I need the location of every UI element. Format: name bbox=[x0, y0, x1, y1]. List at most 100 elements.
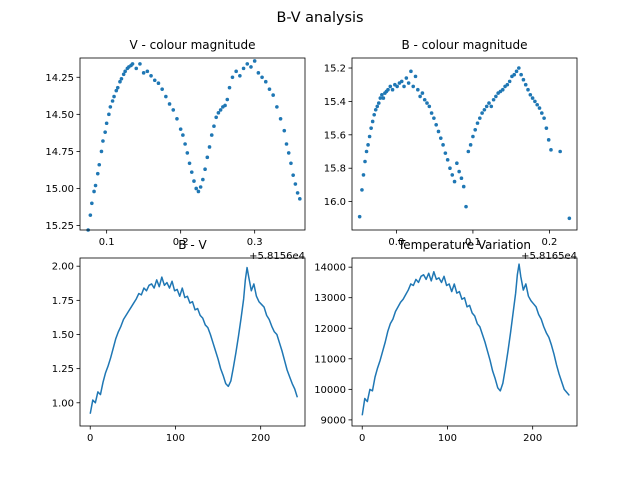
p1-point bbox=[450, 173, 455, 177]
p0-point bbox=[241, 66, 246, 71]
p1-point bbox=[364, 149, 369, 154]
p0-point bbox=[284, 142, 289, 146]
p0-point bbox=[196, 189, 201, 194]
p0-point bbox=[114, 88, 119, 93]
p0-point bbox=[171, 108, 176, 112]
p1-point bbox=[369, 126, 373, 130]
p1-point bbox=[473, 128, 478, 132]
p2-axes-frame bbox=[79, 257, 306, 427]
p0-point bbox=[118, 79, 122, 84]
p0-point bbox=[149, 73, 153, 78]
p1-point bbox=[533, 99, 537, 104]
p0-point bbox=[115, 85, 120, 90]
p1-point bbox=[427, 104, 432, 109]
p1-point bbox=[487, 101, 491, 105]
p1-point bbox=[372, 112, 376, 117]
p0-point bbox=[175, 116, 179, 121]
p0-y-tick-label: 14.75 bbox=[45, 147, 74, 158]
p0-point bbox=[110, 99, 115, 103]
p3-y-tick-label: 11000 bbox=[314, 354, 346, 365]
p3-y-tick-label: 14000 bbox=[314, 263, 346, 274]
p0-point bbox=[178, 127, 183, 131]
p1-point bbox=[363, 159, 367, 164]
p3-x-tick-label: 100 bbox=[438, 433, 457, 444]
p1-point bbox=[441, 143, 445, 147]
p1-point bbox=[448, 166, 452, 171]
p2-y-tick-label: 2.00 bbox=[52, 262, 74, 273]
p1-y-tick-label: 15.4 bbox=[324, 97, 346, 108]
p1-point bbox=[388, 84, 393, 89]
p1-point bbox=[425, 101, 429, 105]
p2-series-line bbox=[89, 266, 299, 414]
p0-point bbox=[291, 173, 295, 177]
p1-point bbox=[361, 173, 366, 177]
p1-point bbox=[360, 188, 364, 192]
p0-point bbox=[99, 149, 104, 154]
p0-y-tick-label: 14.50 bbox=[45, 110, 74, 121]
p1-point bbox=[438, 136, 443, 140]
p0-point bbox=[286, 151, 291, 155]
p2-y-tick-label: 1.25 bbox=[52, 364, 74, 375]
p1-point bbox=[418, 94, 422, 99]
p1-axes-frame bbox=[351, 57, 578, 231]
p0-y-tick-label: 15.00 bbox=[45, 184, 74, 195]
p1-point bbox=[416, 87, 420, 92]
p0-point bbox=[145, 69, 150, 74]
p0-point bbox=[278, 116, 283, 121]
p1-point bbox=[390, 87, 395, 92]
p0-point bbox=[104, 121, 109, 126]
p1-x-tick-label: 0.1 bbox=[465, 237, 481, 248]
p0-point bbox=[223, 103, 227, 108]
p1-point bbox=[404, 76, 409, 80]
p3-y-tick-label: 13000 bbox=[314, 293, 346, 304]
p2-title: B - V bbox=[178, 238, 207, 252]
p0-point bbox=[107, 112, 111, 117]
p0-point bbox=[214, 115, 218, 120]
p0-point bbox=[112, 94, 116, 99]
p0-point bbox=[275, 105, 279, 109]
p0-point bbox=[271, 93, 275, 97]
p0-point bbox=[256, 71, 261, 75]
p1-point bbox=[357, 214, 362, 219]
p0-point bbox=[189, 170, 194, 174]
p0-point bbox=[238, 73, 242, 78]
p1-point bbox=[489, 104, 494, 109]
p1-point bbox=[381, 96, 386, 100]
p1-point bbox=[375, 104, 380, 109]
p0-point bbox=[164, 94, 168, 99]
p0-x-tick-label: 0.3 bbox=[247, 237, 263, 248]
p1-point bbox=[468, 143, 473, 147]
p1-title: B - colour magnitude bbox=[401, 38, 527, 52]
p0-point bbox=[263, 79, 268, 84]
p0-point bbox=[293, 182, 298, 186]
p1-point bbox=[445, 158, 450, 162]
p1-point bbox=[459, 176, 464, 181]
p1-point bbox=[521, 77, 526, 82]
p1-point bbox=[429, 111, 434, 115]
p1-point bbox=[523, 82, 528, 87]
p1-x-tick-label: 0.0 bbox=[388, 237, 404, 248]
p1-point bbox=[475, 121, 480, 125]
p0-point bbox=[183, 142, 187, 146]
p0-point bbox=[201, 177, 205, 182]
p0-point bbox=[167, 102, 172, 106]
p1-point bbox=[409, 69, 413, 74]
p1-point bbox=[507, 79, 512, 84]
p1-point bbox=[546, 138, 551, 142]
p1-point bbox=[464, 204, 468, 209]
p0-point bbox=[103, 130, 107, 134]
p0-point bbox=[121, 72, 126, 77]
p0-point bbox=[249, 65, 253, 69]
p0-point bbox=[101, 139, 105, 143]
p0-point bbox=[205, 155, 210, 160]
p0-title: V - colour magnitude bbox=[129, 38, 255, 52]
p0-point bbox=[181, 133, 185, 137]
p2-x-tick-label: 100 bbox=[166, 433, 185, 444]
figure-suptitle: B-V analysis bbox=[277, 10, 364, 26]
p0-point bbox=[187, 161, 192, 166]
p0-point bbox=[92, 189, 96, 194]
p1-y-tick-label: 15.8 bbox=[324, 164, 346, 175]
p0-point bbox=[298, 197, 302, 201]
p1-point bbox=[402, 84, 406, 89]
p1-y-tick-label: 16.0 bbox=[324, 197, 346, 208]
